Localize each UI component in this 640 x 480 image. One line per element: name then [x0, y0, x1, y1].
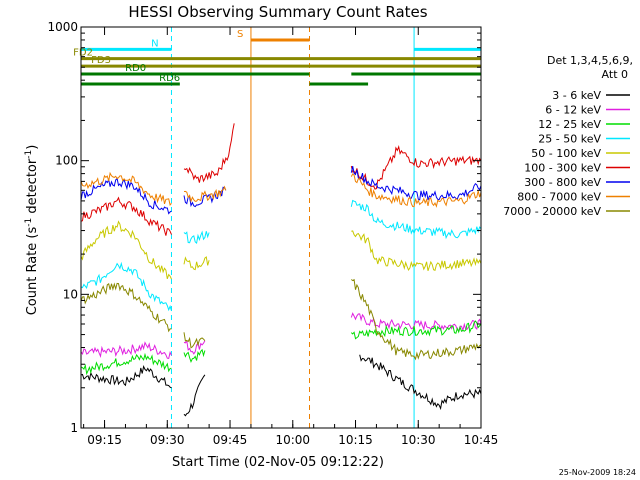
y-axis-label-main: Count Rate (s — [25, 227, 40, 316]
series-8-segment-2 — [351, 278, 482, 361]
y-axis-label-mid: detector — [25, 158, 40, 218]
x-tick-label-2: 09:45 — [213, 433, 248, 447]
series-5-segment-2 — [350, 145, 482, 190]
y-axis-label-sup2: -1 — [24, 150, 34, 159]
flag-label-n: N — [151, 38, 158, 49]
x-tick-label-0: 09:15 — [87, 433, 122, 447]
series-layer — [80, 123, 482, 417]
saa-night-bands — [170, 27, 482, 428]
series-8-segment-0 — [80, 282, 172, 333]
series-6-segment-2 — [350, 165, 482, 201]
y-axis-label-end: ) — [25, 145, 40, 150]
series-3-segment-2 — [350, 199, 482, 240]
series-1-segment-0 — [80, 341, 172, 359]
legend-label-4: 50 - 100 keV — [531, 147, 601, 160]
y-axis-label-sup1: -1 — [24, 218, 34, 227]
series-4-segment-1 — [183, 256, 210, 271]
legend-label-5: 100 - 300 keV — [524, 162, 601, 175]
series-4-segment-0 — [80, 220, 172, 280]
series-2-segment-0 — [80, 352, 172, 376]
legend-label-8: 7000 - 20000 keV — [503, 205, 601, 218]
series-3-segment-1 — [183, 230, 210, 245]
series-1-segment-2 — [350, 312, 482, 333]
legend-label-1: 6 - 12 keV — [545, 104, 601, 117]
series-6-segment-0 — [80, 177, 172, 215]
flag-label-rd0: RD0 — [125, 63, 146, 74]
y-tick-label-0: 1 — [70, 421, 78, 435]
chart-title: HESSI Observing Summary Count Rates — [128, 3, 427, 21]
series-7-segment-0 — [80, 171, 172, 206]
legend-label-6: 300 - 800 keV — [524, 176, 601, 189]
series-2-segment-1 — [183, 348, 206, 364]
series-4-segment-2 — [351, 230, 482, 272]
x-tick-label-4: 10:15 — [338, 433, 373, 447]
axes: 09:15 09:30 09:45 10:00 10:15 10:30 10:45 1 10 10… — [47, 20, 498, 447]
series-5-segment-0 — [80, 196, 172, 236]
y-tick-label-2: 100 — [55, 154, 78, 168]
plot-frame — [80, 26, 482, 429]
series-7-segment-2 — [350, 173, 482, 208]
flag-label-rd6: RD6 — [159, 73, 180, 84]
timestamp: 25-Nov-2009 18:24 — [559, 468, 636, 477]
y-axis-label: Count Rate (s-1 detector-1) — [24, 145, 40, 316]
legend-label-2: 12 - 25 keV — [538, 118, 601, 131]
series-0-segment-2 — [359, 354, 482, 411]
legend-label-3: 25 - 50 keV — [538, 133, 601, 146]
flag-label-fd2: FD2 — [73, 48, 93, 59]
x-axis-label: Start Time (02-Nov-05 09:12:22) — [172, 455, 384, 470]
legend-label-7: 800 - 7000 keV — [517, 191, 601, 204]
series-3-segment-0 — [80, 261, 172, 312]
x-tick-label-5: 10:30 — [401, 433, 436, 447]
series-5-segment-1 — [183, 123, 235, 183]
y-tick-label-1: 10 — [63, 287, 78, 301]
legend-header-line2: Att 0 — [602, 68, 628, 81]
flag-label-fd3: FD3 — [91, 55, 111, 66]
x-tick-label-3: 10:00 — [275, 433, 310, 447]
series-1-segment-1 — [183, 339, 206, 355]
legend-label-0: 3 - 6 keV — [552, 89, 601, 102]
series-0-segment-1 — [183, 374, 206, 417]
x-tick-label-6: 10:45 — [464, 433, 499, 447]
series-2-segment-2 — [350, 320, 482, 340]
legend-header-line1: Det 1,3,4,5,6,9, — [547, 54, 633, 67]
x-tick-label-1: 09:30 — [150, 433, 185, 447]
series-0-segment-0 — [80, 364, 172, 389]
y-tick-label-3: 1000 — [47, 20, 78, 34]
flag-label-s: S — [237, 29, 243, 40]
series-7-segment-1 — [183, 185, 227, 203]
series-8-segment-1 — [183, 332, 206, 349]
